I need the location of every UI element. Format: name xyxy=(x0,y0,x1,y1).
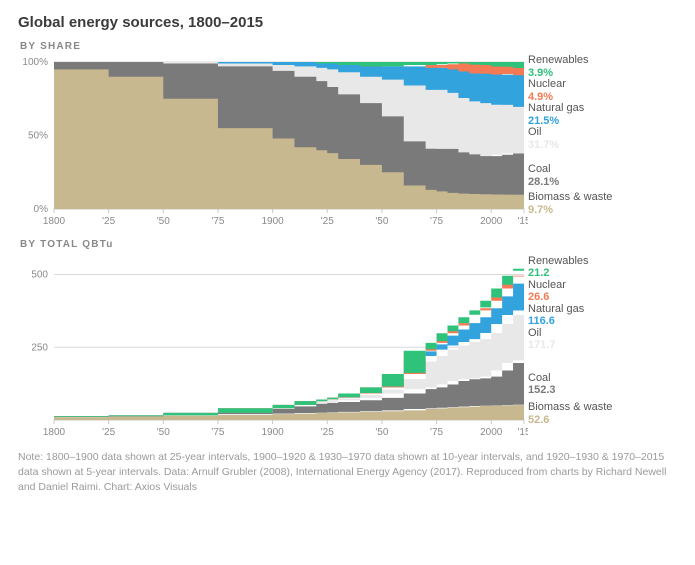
legend-label: Natural gas xyxy=(528,303,584,316)
legend-natgas: Natural gas116.6 xyxy=(528,303,584,328)
svg-text:'25: '25 xyxy=(102,427,115,438)
svg-text:'50: '50 xyxy=(157,216,170,227)
legend-oil: Oil31.7% xyxy=(528,126,559,151)
legend-value: 31.7% xyxy=(528,139,559,152)
svg-text:'75: '75 xyxy=(211,427,224,438)
legend-renew: Renewables21.2 xyxy=(528,255,589,280)
chart-title: Global energy sources, 1800–2015 xyxy=(18,14,677,31)
chart2-block: 2505001800'25'50'751900'25'50'752000'15 … xyxy=(18,254,677,442)
svg-text:100%: 100% xyxy=(22,57,48,68)
legend-nuclear: Nuclear26.6 xyxy=(528,279,566,304)
legend-biomass: Biomass & waste52.6 xyxy=(528,401,612,426)
legend-value: 9.7% xyxy=(528,204,612,217)
legend-label: Oil xyxy=(528,327,556,340)
svg-text:'15: '15 xyxy=(517,427,528,438)
legend-label: Oil xyxy=(528,126,559,139)
legend-label: Renewables xyxy=(528,255,589,268)
chart1: 0% 50% 100% 1800 '25 '50 '75 1900 '25 '50 '75 2000 '… xyxy=(18,56,528,231)
svg-text:'25: '25 xyxy=(321,216,334,227)
legend-label: Renewables xyxy=(528,54,589,67)
chart2-subtitle: BY TOTAL QBTu xyxy=(20,239,677,250)
svg-text:'50: '50 xyxy=(375,427,388,438)
legend-value: 28.1% xyxy=(528,176,559,189)
chart2-legend: Renewables21.2Nuclear26.6Natural gas116.… xyxy=(528,254,651,442)
chart1-legend: Renewables3.9%Nuclear4.9%Natural gas21.5… xyxy=(528,56,651,231)
legend-label: Biomass & waste xyxy=(528,191,612,204)
legend-renew: Renewables3.9% xyxy=(528,54,589,79)
legend-value: 152.3 xyxy=(528,384,556,397)
legend-label: Coal xyxy=(528,163,559,176)
legend-natgas: Natural gas21.5% xyxy=(528,102,584,127)
legend-label: Biomass & waste xyxy=(528,401,612,414)
legend-label: Nuclear xyxy=(528,78,566,91)
legend-coal: Coal152.3 xyxy=(528,372,556,397)
legend-biomass: Biomass & waste9.7% xyxy=(528,191,612,216)
svg-text:'75: '75 xyxy=(211,216,224,227)
svg-text:50%: 50% xyxy=(28,131,48,142)
legend-label: Natural gas xyxy=(528,102,584,115)
svg-text:2000: 2000 xyxy=(480,427,503,438)
svg-text:'75: '75 xyxy=(430,216,443,227)
legend-coal: Coal28.1% xyxy=(528,163,559,188)
svg-text:1900: 1900 xyxy=(261,216,284,227)
svg-text:'25: '25 xyxy=(102,216,115,227)
legend-oil: Oil171.7 xyxy=(528,327,556,352)
legend-value: 171.7 xyxy=(528,339,556,352)
chart1-block: 0% 50% 100% 1800 '25 '50 '75 1900 '25 '50 '75 2000 '… xyxy=(18,56,677,231)
svg-text:0%: 0% xyxy=(34,204,49,215)
legend-label: Coal xyxy=(528,372,556,385)
svg-text:'25: '25 xyxy=(321,427,334,438)
svg-text:'50: '50 xyxy=(157,427,170,438)
legend-value: 52.6 xyxy=(528,414,612,427)
svg-text:'15: '15 xyxy=(517,216,528,227)
svg-text:1900: 1900 xyxy=(261,427,284,438)
footnote: Note: 1800–1900 data shown at 25-year in… xyxy=(18,450,677,496)
chart2: 250 500 1800 '25 '50 '75 1900 '25 '50 '75 2000 '15 xyxy=(18,254,528,442)
svg-text:1800: 1800 xyxy=(43,427,66,438)
chart1-subtitle: BY SHARE xyxy=(20,41,677,52)
svg-text:2000: 2000 xyxy=(480,216,503,227)
svg-text:'75: '75 xyxy=(430,427,443,438)
svg-text:250: 250 xyxy=(31,342,48,353)
svg-text:1800: 1800 xyxy=(43,216,66,227)
svg-text:'50: '50 xyxy=(375,216,388,227)
legend-nuclear: Nuclear4.9% xyxy=(528,78,566,103)
svg-text:500: 500 xyxy=(31,270,48,281)
legend-label: Nuclear xyxy=(528,279,566,292)
